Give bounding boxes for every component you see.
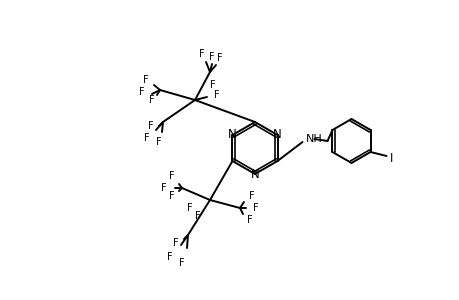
Text: F: F bbox=[167, 252, 173, 262]
Text: F: F bbox=[144, 133, 150, 143]
Text: F: F bbox=[246, 215, 252, 225]
Text: N: N bbox=[273, 128, 281, 142]
Text: F: F bbox=[161, 183, 167, 193]
Text: F: F bbox=[252, 203, 258, 213]
Text: F: F bbox=[249, 191, 254, 201]
Text: F: F bbox=[179, 258, 185, 268]
Text: NH: NH bbox=[305, 134, 322, 144]
Text: F: F bbox=[173, 238, 179, 248]
Text: F: F bbox=[187, 203, 192, 213]
Text: F: F bbox=[209, 52, 214, 62]
Text: N: N bbox=[250, 167, 259, 181]
Text: F: F bbox=[210, 80, 215, 90]
Text: F: F bbox=[139, 87, 145, 97]
Text: I: I bbox=[389, 152, 392, 164]
Text: F: F bbox=[156, 137, 162, 147]
Text: F: F bbox=[214, 90, 219, 100]
Text: F: F bbox=[169, 171, 174, 181]
Text: F: F bbox=[149, 95, 155, 105]
Text: F: F bbox=[169, 191, 174, 201]
Text: F: F bbox=[195, 211, 201, 221]
Text: F: F bbox=[199, 49, 204, 59]
Text: N: N bbox=[228, 128, 236, 142]
Text: F: F bbox=[217, 53, 222, 63]
Text: F: F bbox=[143, 75, 149, 85]
Text: F: F bbox=[148, 121, 153, 131]
